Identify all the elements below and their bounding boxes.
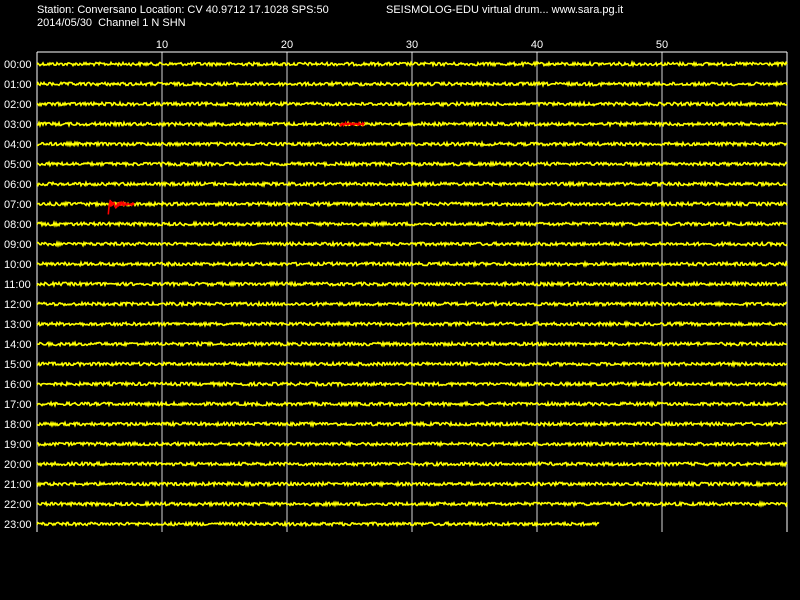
trace-1900 — [36, 440, 788, 448]
station-info: Station: Conversano Location: CV 40.9712… — [37, 4, 329, 16]
event-trace-0700 — [107, 199, 135, 215]
trace-0200 — [36, 100, 788, 108]
row-label: 06:00 — [4, 179, 32, 191]
trace-2000 — [36, 460, 788, 468]
row-label: 05:00 — [4, 159, 32, 171]
trace-0100 — [36, 80, 788, 88]
trace-0700 — [36, 200, 788, 208]
date-channel: 2014/05/30 Channel 1 N SHN — [37, 17, 186, 29]
row-label: 16:00 — [4, 379, 32, 391]
event-trace-0300 — [339, 120, 366, 128]
trace-1700 — [36, 400, 788, 409]
trace-0900 — [36, 239, 788, 248]
row-label: 08:00 — [4, 219, 32, 231]
x-tick-label: 40 — [531, 39, 543, 51]
trace-2100 — [36, 480, 788, 488]
row-label: 15:00 — [4, 359, 32, 371]
row-label: 00:00 — [4, 59, 32, 71]
trace-1800 — [36, 419, 788, 429]
trace-1500 — [36, 359, 788, 369]
row-label: 09:00 — [4, 239, 32, 251]
trace-0800 — [36, 220, 788, 228]
trace-0600 — [36, 179, 788, 189]
row-label: 20:00 — [4, 459, 32, 471]
row-label: 19:00 — [4, 439, 32, 451]
row-label: 13:00 — [4, 319, 32, 331]
row-label: 21:00 — [4, 479, 32, 491]
trace-2300 — [36, 519, 600, 528]
row-label: 01:00 — [4, 79, 32, 91]
trace-1000 — [36, 259, 788, 269]
x-tick-label: 10 — [156, 39, 168, 51]
trace-0400 — [36, 140, 788, 148]
x-tick-label: 30 — [406, 39, 418, 51]
row-label: 17:00 — [4, 399, 32, 411]
trace-1200 — [36, 299, 788, 308]
row-label: 03:00 — [4, 119, 32, 131]
row-label: 12:00 — [4, 299, 32, 311]
row-label: 11:00 — [4, 279, 31, 291]
x-tick-label: 20 — [281, 39, 293, 51]
row-label: 14:00 — [4, 339, 32, 351]
trace-0000 — [36, 59, 788, 68]
row-label: 02:00 — [4, 99, 32, 111]
trace-1600 — [36, 380, 788, 388]
row-label: 04:00 — [4, 139, 32, 151]
app-title: SEISMOLOG-EDU virtual drum... www.sara.p… — [386, 4, 624, 16]
trace-1100 — [36, 280, 788, 288]
row-label: 18:00 — [4, 419, 32, 431]
row-label: 22:00 — [4, 499, 32, 511]
row-label: 07:00 — [4, 199, 32, 211]
trace-1300 — [36, 320, 788, 329]
trace-1400 — [36, 340, 788, 348]
row-label: 10:00 — [4, 259, 32, 271]
trace-0500 — [36, 160, 788, 168]
row-label: 23:00 — [4, 519, 32, 531]
x-tick-label: 50 — [656, 39, 668, 51]
trace-0300 — [36, 120, 788, 129]
trace-2200 — [36, 500, 788, 508]
